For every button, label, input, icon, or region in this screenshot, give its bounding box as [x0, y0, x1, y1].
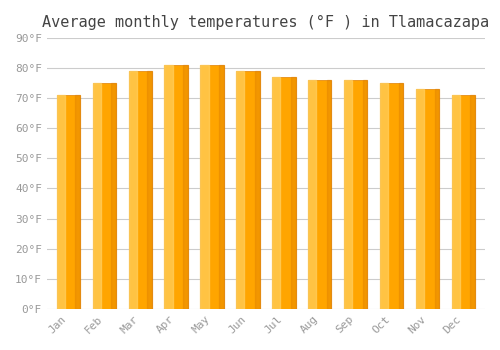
Bar [470, 95, 475, 309]
Bar [327, 80, 332, 309]
Bar [56, 95, 65, 309]
Bar [416, 89, 439, 309]
Bar [92, 83, 116, 309]
Bar [434, 89, 439, 309]
Bar [452, 95, 475, 309]
Bar [291, 77, 296, 309]
Bar [128, 71, 152, 309]
Bar [112, 83, 116, 309]
Bar [183, 65, 188, 309]
Bar [164, 65, 188, 309]
Bar [200, 65, 224, 309]
Bar [308, 80, 316, 309]
Bar [255, 71, 260, 309]
Bar [128, 71, 136, 309]
Bar [200, 65, 208, 309]
Bar [398, 83, 404, 309]
Bar [272, 77, 295, 309]
Bar [236, 71, 260, 309]
Bar [164, 65, 172, 309]
Bar [236, 71, 244, 309]
Bar [380, 83, 404, 309]
Bar [76, 95, 80, 309]
Title: Average monthly temperatures (°F ) in Tlamacazapa: Average monthly temperatures (°F ) in Tl… [42, 15, 490, 30]
Bar [56, 95, 80, 309]
Bar [362, 80, 368, 309]
Bar [147, 71, 152, 309]
Bar [344, 80, 368, 309]
Bar [452, 95, 460, 309]
Bar [308, 80, 332, 309]
Bar [380, 83, 388, 309]
Bar [272, 77, 280, 309]
Bar [344, 80, 352, 309]
Bar [219, 65, 224, 309]
Bar [92, 83, 101, 309]
Bar [416, 89, 424, 309]
